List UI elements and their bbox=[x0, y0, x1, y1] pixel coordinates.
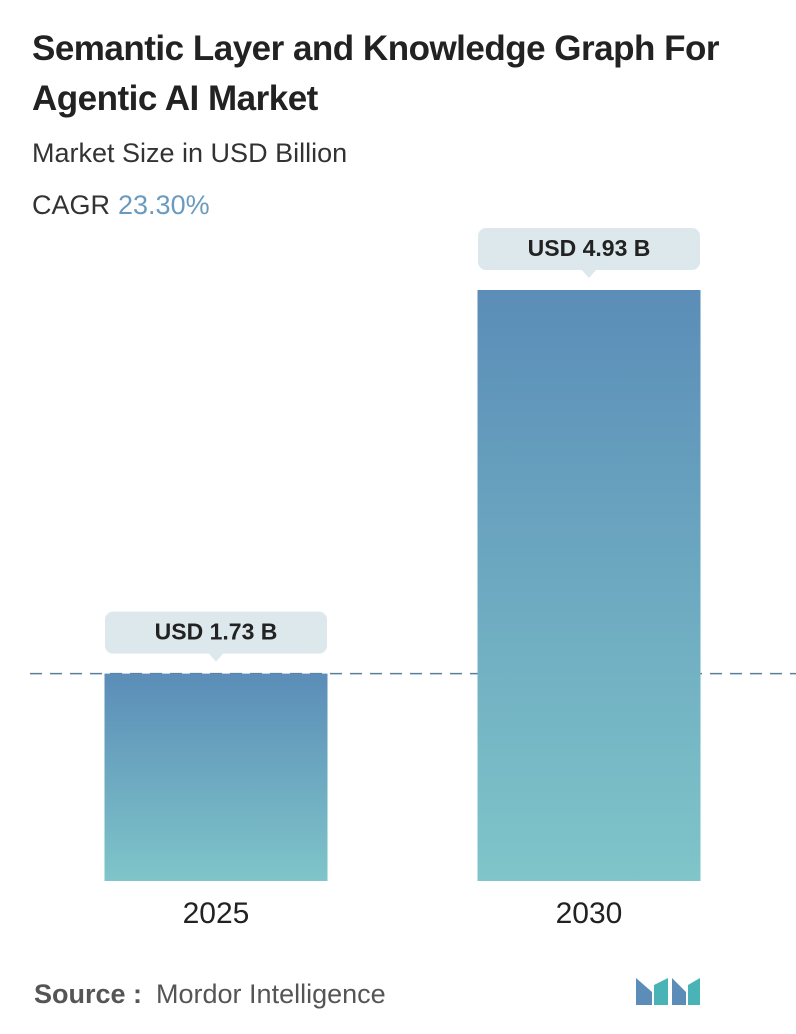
x-tick-label: 2030 bbox=[556, 897, 623, 930]
source-label: Source : bbox=[34, 979, 142, 1009]
value-label-box bbox=[478, 228, 700, 270]
value-label: USD 4.93 B bbox=[528, 235, 651, 261]
logo bbox=[636, 978, 700, 1005]
cagr: CAGR 23.30% bbox=[32, 190, 210, 221]
cagr-label: CAGR bbox=[32, 190, 111, 220]
value-label-box bbox=[105, 611, 327, 654]
cagr-value: 23.30% bbox=[118, 190, 210, 220]
bar bbox=[104, 673, 328, 881]
x-tick-label: 2025 bbox=[183, 897, 250, 930]
value-label: USD 1.73 B bbox=[155, 619, 278, 645]
source: Mordor Intelligence bbox=[156, 979, 386, 1009]
value-label-pointer bbox=[208, 652, 224, 662]
bar bbox=[477, 290, 701, 881]
chart-title: Semantic Layer and Knowledge Graph For A… bbox=[32, 29, 719, 118]
chart-subtitle: Market Size in USD Billion bbox=[32, 138, 348, 168]
value-label-pointer bbox=[581, 269, 597, 278]
